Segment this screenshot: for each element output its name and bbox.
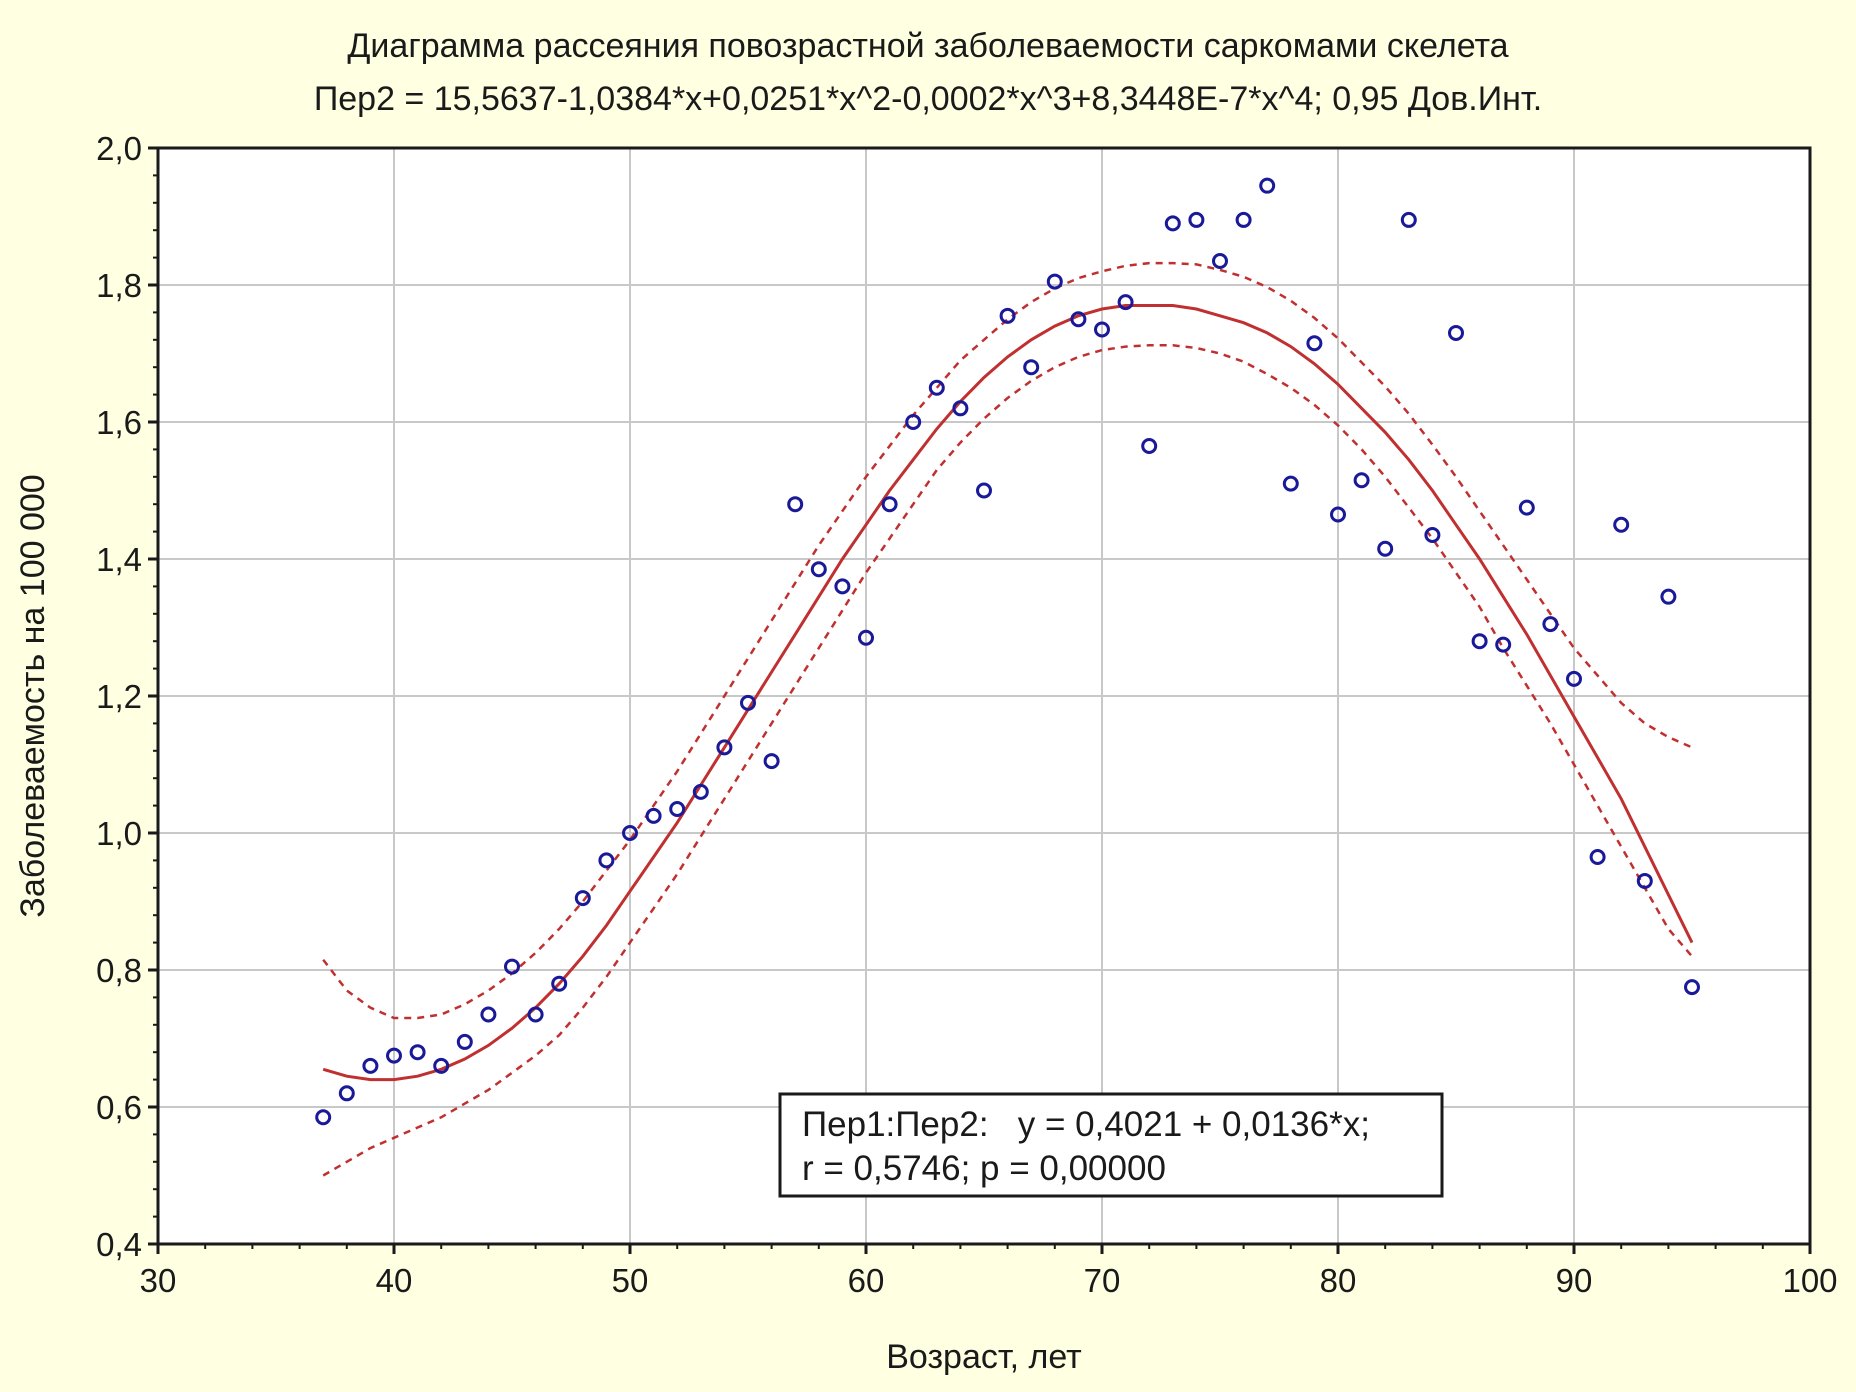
data-point bbox=[905, 414, 922, 430]
legend-box bbox=[778, 1092, 1444, 1198]
data-point bbox=[1636, 872, 1653, 889]
data-point bbox=[1589, 848, 1606, 865]
data-point bbox=[386, 1047, 402, 1064]
data-point bbox=[1684, 979, 1700, 996]
fit-curves bbox=[322, 261, 1694, 1177]
data-point bbox=[433, 1057, 450, 1074]
data-point bbox=[409, 1044, 426, 1061]
data-point bbox=[1353, 472, 1370, 489]
y-tick-label: 1,6 bbox=[96, 404, 142, 441]
data-point bbox=[645, 807, 662, 824]
data-point bbox=[574, 890, 591, 907]
data-point bbox=[480, 1006, 497, 1023]
fit-line bbox=[322, 304, 1694, 1082]
y-tick-label: 0,4 bbox=[96, 1226, 142, 1263]
y-axis-label: Заболеваемость на 100 000 bbox=[14, 474, 52, 917]
confidence-band-1 bbox=[322, 261, 1693, 1020]
data-point bbox=[1212, 253, 1228, 270]
data-point bbox=[1448, 324, 1464, 341]
data-point bbox=[1259, 177, 1276, 194]
data-point bbox=[527, 1006, 544, 1023]
data-point bbox=[834, 578, 851, 595]
x-axis-label: Возраст, лет bbox=[886, 1338, 1082, 1376]
data-point bbox=[952, 400, 969, 417]
data-point bbox=[622, 825, 638, 841]
data-point bbox=[362, 1057, 379, 1074]
data-point bbox=[1046, 273, 1063, 290]
y-tick-label: 0,8 bbox=[96, 952, 142, 989]
data-point bbox=[1400, 211, 1417, 228]
data-point bbox=[1188, 211, 1205, 228]
data-point bbox=[1660, 588, 1677, 605]
data-point bbox=[716, 739, 733, 756]
data-point bbox=[740, 694, 756, 711]
data-point bbox=[1566, 670, 1582, 687]
x-tick-label: 70 bbox=[1084, 1262, 1121, 1299]
x-tick-label: 40 bbox=[376, 1262, 413, 1299]
data-point bbox=[551, 975, 568, 992]
data-point bbox=[1518, 499, 1535, 516]
y-tick-label: 0,6 bbox=[96, 1089, 142, 1126]
data-point bbox=[1117, 294, 1134, 311]
x-tick-label: 60 bbox=[848, 1262, 885, 1299]
data-point bbox=[1282, 475, 1299, 492]
data-point bbox=[763, 753, 780, 770]
data-point bbox=[810, 561, 827, 578]
data-point bbox=[1094, 321, 1110, 338]
y-tick-label: 2,0 bbox=[96, 130, 142, 167]
confidence-band-2 bbox=[322, 344, 1693, 1177]
plot-frame bbox=[156, 146, 1812, 1246]
data-point bbox=[928, 379, 945, 396]
data-point bbox=[1330, 506, 1346, 523]
data-point bbox=[1613, 516, 1630, 533]
y-tick-label: 1,4 bbox=[96, 541, 142, 578]
data-point bbox=[598, 852, 615, 869]
data-point bbox=[1377, 540, 1394, 557]
data-point bbox=[1542, 616, 1559, 633]
data-point bbox=[787, 496, 804, 513]
y-tick-label: 1,0 bbox=[96, 815, 142, 852]
x-tick-label: 90 bbox=[1556, 1262, 1593, 1299]
data-point bbox=[1471, 633, 1488, 650]
x-tick-label: 80 bbox=[1320, 1262, 1357, 1299]
data-point bbox=[1424, 527, 1441, 544]
data-point bbox=[456, 1033, 473, 1050]
data-point bbox=[338, 1085, 355, 1102]
data-point bbox=[1235, 211, 1252, 228]
data-points bbox=[315, 177, 1700, 1126]
data-point bbox=[976, 482, 992, 499]
x-tick-label: 100 bbox=[1782, 1262, 1837, 1299]
data-point bbox=[692, 783, 709, 800]
data-point bbox=[669, 801, 686, 818]
x-tick-label: 50 bbox=[612, 1262, 649, 1299]
data-point bbox=[1070, 311, 1087, 328]
chart-title: Диаграмма рассеяния повозрастной заболев… bbox=[347, 27, 1508, 65]
y-tick-label: 1,8 bbox=[96, 267, 142, 304]
data-point bbox=[881, 496, 898, 513]
data-point bbox=[315, 1109, 332, 1126]
data-point bbox=[1306, 335, 1323, 352]
legend-line-1: Пер1:Пер2: y = 0,4021 + 0,0136*x; bbox=[802, 1105, 1370, 1144]
chart-subtitle: Пер2 = 15,5637-1,0384*x+0,0251*x^2-0,000… bbox=[314, 80, 1542, 118]
data-point bbox=[999, 307, 1016, 324]
data-point bbox=[1023, 359, 1040, 376]
data-point bbox=[1495, 636, 1512, 653]
data-point bbox=[1164, 215, 1181, 232]
legend-line-2: r = 0,5746; p = 0,00000 bbox=[802, 1149, 1166, 1188]
regression-legend: Пер1:Пер2: y = 0,4021 + 0,0136*x; r = 0,… bbox=[778, 1092, 1444, 1198]
y-tick-label: 1,2 bbox=[96, 678, 142, 715]
data-point bbox=[1141, 437, 1158, 454]
data-point bbox=[858, 629, 874, 646]
data-point bbox=[504, 958, 520, 975]
x-tick-label: 30 bbox=[140, 1262, 177, 1299]
